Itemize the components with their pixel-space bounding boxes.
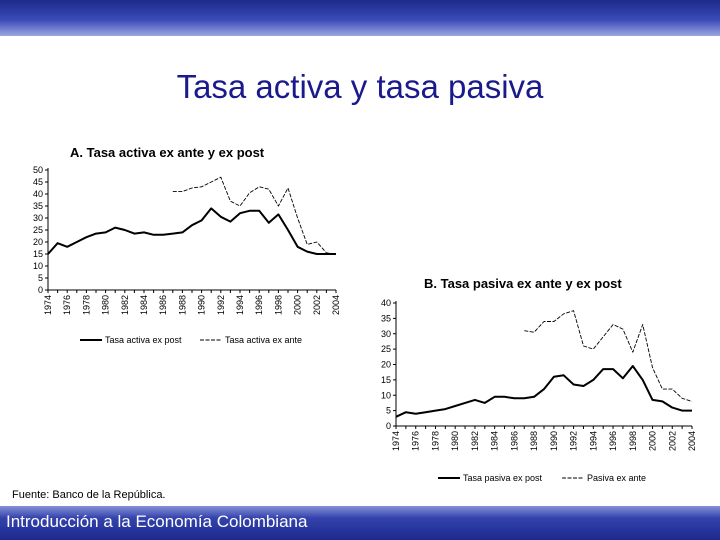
y-tick-label: 35	[33, 201, 43, 211]
y-tick-label: 20	[33, 237, 43, 247]
x-tick-label: 1992	[569, 431, 579, 451]
y-tick-label: 0	[38, 285, 43, 295]
bottom-banner	[0, 506, 720, 540]
x-tick-label: 1994	[588, 431, 598, 451]
x-tick-label: 1988	[177, 295, 187, 315]
x-tick-label: 1992	[216, 295, 226, 315]
y-tick-label: 10	[381, 390, 391, 400]
x-tick-label: 1986	[509, 431, 519, 451]
y-tick-label: 0	[386, 421, 391, 431]
x-tick-label: 1978	[81, 295, 91, 315]
x-tick-label: 1976	[62, 295, 72, 315]
x-tick-label: 1998	[628, 431, 638, 451]
series-line-2	[524, 310, 693, 402]
x-tick-label: 2002	[667, 431, 677, 451]
y-tick-label: 35	[381, 313, 391, 323]
x-tick-label: 1976	[411, 431, 421, 451]
y-tick-label: 25	[33, 225, 43, 235]
x-tick-label: 2000	[648, 431, 658, 451]
x-tick-label: 2000	[293, 295, 303, 315]
y-tick-label: 50	[33, 165, 43, 175]
y-tick-label: 15	[381, 375, 391, 385]
x-tick-label: 1974	[43, 295, 53, 315]
x-tick-label: 1982	[120, 295, 130, 315]
series-line-1	[395, 365, 692, 418]
x-tick-label: 2002	[312, 295, 322, 315]
y-tick-label: 5	[38, 273, 43, 283]
y-tick-label: 45	[33, 177, 43, 187]
chart-b-tasa-pasiva: B. Tasa pasiva ex ante y ex post 0 5 10 15 20…	[381, 276, 697, 483]
y-tick-label: 15	[33, 249, 43, 259]
x-tick-label: 1996	[608, 431, 618, 451]
x-tick-label: 1980	[101, 295, 111, 315]
slide-title: Tasa activa y tasa pasiva	[176, 68, 544, 105]
legend-label-2: Pasiva ex ante	[587, 473, 646, 483]
top-banner	[0, 0, 720, 36]
x-tick-label: 1994	[235, 295, 245, 315]
legend-label-2: Tasa activa ex ante	[225, 335, 302, 345]
y-tick-label: 20	[381, 360, 391, 370]
x-tick-label: 1978	[430, 431, 440, 451]
x-tick-label: 1988	[529, 431, 539, 451]
y-tick-label: 5	[386, 406, 391, 416]
legend-label-1: Tasa activa ex post	[105, 335, 182, 345]
series-line-1	[47, 207, 336, 255]
x-tick-label: 1996	[254, 295, 264, 315]
x-tick-label: 1974	[391, 431, 401, 451]
footer-text: Introducción a la Economía Colombiana	[6, 512, 308, 531]
x-tick-label: 1984	[490, 431, 500, 451]
y-tick-label: 30	[33, 213, 43, 223]
x-tick-label: 1998	[273, 295, 283, 315]
y-tick-label: 30	[381, 329, 391, 339]
x-tick-label: 1986	[158, 295, 168, 315]
chart-a-tasa-activa: A. Tasa activa ex ante y ex post 0 5 10 15 20…	[33, 145, 341, 345]
x-tick-label: 1990	[549, 431, 559, 451]
series-line-2	[172, 176, 337, 255]
x-tick-label: 1980	[450, 431, 460, 451]
x-tick-label: 1984	[139, 295, 149, 315]
y-tick-label: 40	[33, 189, 43, 199]
x-tick-label: 2004	[331, 295, 341, 315]
y-tick-label: 10	[33, 261, 43, 271]
legend-label-1: Tasa pasiva ex post	[463, 473, 543, 483]
chart-title: B. Tasa pasiva ex ante y ex post	[424, 276, 622, 291]
x-tick-label: 2004	[687, 431, 697, 451]
y-tick-label: 40	[381, 298, 391, 308]
x-tick-label: 1990	[197, 295, 207, 315]
y-tick-label: 25	[381, 344, 391, 354]
chart-title: A. Tasa activa ex ante y ex post	[70, 145, 265, 160]
x-tick-label: 1982	[470, 431, 480, 451]
source-note: Fuente: Banco de la República.	[12, 489, 166, 501]
